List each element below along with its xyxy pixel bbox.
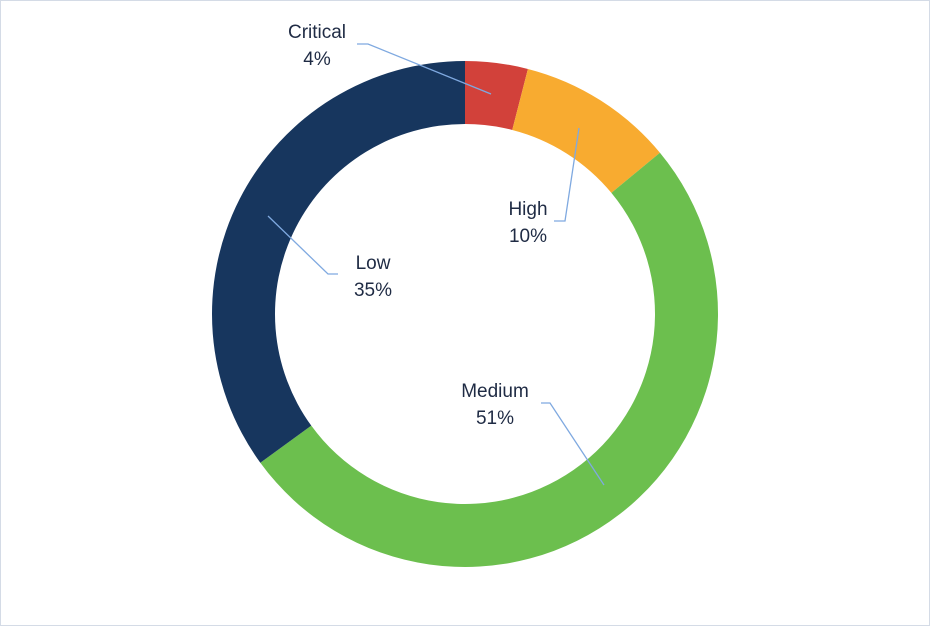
label-medium: Medium 51% [461, 378, 529, 432]
label-critical: Critical 4% [288, 19, 346, 73]
leader-line-medium [541, 402, 605, 486]
label-high-name: High [508, 199, 548, 220]
label-critical-percent: 4% [303, 49, 331, 70]
label-critical-name: Critical [287, 22, 347, 43]
leader-lines [267, 43, 605, 486]
slice-medium [260, 152, 718, 567]
donut-slices [212, 61, 718, 567]
label-medium-percent: 51% [475, 408, 515, 429]
label-high-percent: 10% [508, 226, 548, 247]
label-medium-name: Medium [461, 381, 529, 402]
label-low-name: Low [355, 253, 391, 274]
label-low: Low 35% [354, 250, 392, 304]
leader-line-low [267, 215, 338, 275]
slice-high [512, 68, 660, 193]
label-low-percent: 35% [353, 280, 393, 301]
leader-line-critical [357, 43, 492, 95]
leader-line-high [554, 127, 580, 222]
slice-critical [465, 61, 528, 130]
slice-low [212, 61, 465, 463]
label-high: High 10% [508, 196, 547, 250]
